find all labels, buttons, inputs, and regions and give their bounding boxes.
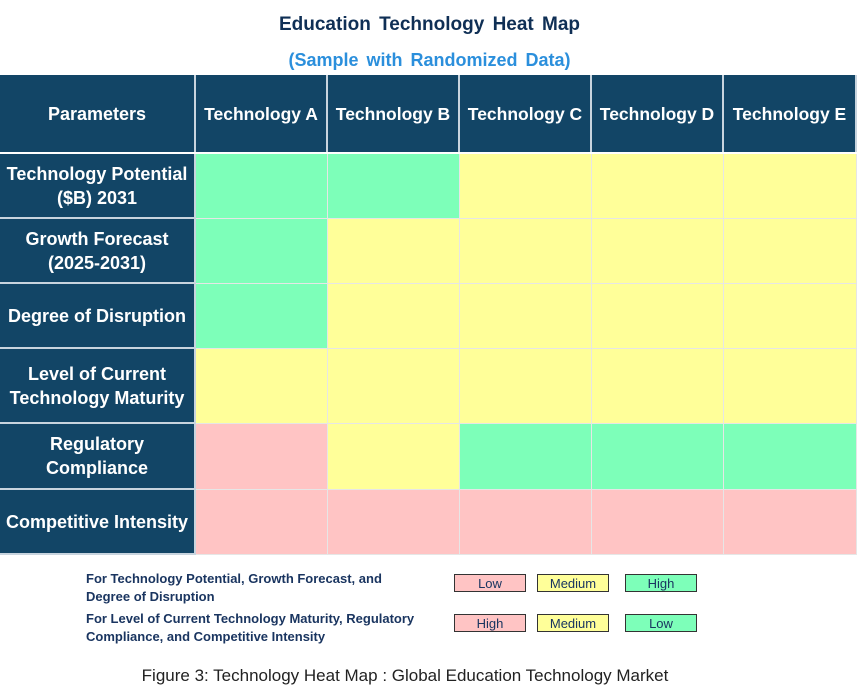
legend-swatch-medium: Medium <box>537 574 609 592</box>
heatmap-cell <box>460 349 592 424</box>
legend-swatch-high: High <box>454 614 526 632</box>
heatmap-cell <box>328 349 460 424</box>
heatmap-cell <box>196 424 328 490</box>
row-header: Growth Forecast (2025-2031) <box>0 219 196 284</box>
heatmap-cell <box>196 154 328 219</box>
chart-title: Education Technology Heat Map <box>278 14 581 35</box>
column-header: Technology A <box>196 75 328 152</box>
chart-subtitle: (Sample with Randomized Data) <box>288 50 571 70</box>
row-header: Regulatory Compliance <box>0 424 196 490</box>
legend-swatch-high: High <box>625 574 697 592</box>
row-header: Degree of Disruption <box>0 284 196 349</box>
column-header: Technology E <box>724 75 857 152</box>
legend-text: For Technology Potential, Growth Forecas… <box>86 571 382 604</box>
legend-text: For Level of Current Technology Maturity… <box>86 611 415 644</box>
row-header: Competitive Intensity <box>0 490 196 555</box>
heatmap-cell <box>460 284 592 349</box>
heatmap-cell <box>328 490 460 555</box>
legend-swatch-low: Low <box>625 614 697 632</box>
heatmap-cell <box>460 154 592 219</box>
column-header: Technology B <box>328 75 460 152</box>
heatmap-cell <box>460 490 592 555</box>
row-header: Level of Current Technology Maturity <box>0 349 196 424</box>
heatmap-cell <box>724 154 857 219</box>
heatmap-cell <box>460 424 592 490</box>
heatmap-cell <box>724 490 857 555</box>
heatmap-cell <box>460 219 592 284</box>
heatmap-cell <box>724 219 857 284</box>
heatmap-cell <box>196 284 328 349</box>
heatmap-cell <box>328 154 460 219</box>
row-header: Technology Potential ($B) 2031 <box>0 154 196 219</box>
figure-caption: Figure 3: Technology Heat Map : Global E… <box>141 666 669 685</box>
heatmap-cell <box>592 490 724 555</box>
heatmap-cell <box>724 284 857 349</box>
heatmap-cell <box>592 154 724 219</box>
heatmap-cell <box>592 284 724 349</box>
legend-swatch-medium: Medium <box>537 614 609 632</box>
heatmap-cell <box>328 424 460 490</box>
column-header: Technology D <box>592 75 724 152</box>
heatmap-cell <box>592 424 724 490</box>
heatmap-cell <box>724 349 857 424</box>
heatmap-cell <box>196 219 328 284</box>
heatmap-cell <box>196 349 328 424</box>
heatmap-cell <box>328 219 460 284</box>
column-header: Technology C <box>460 75 592 152</box>
heatmap-cell <box>328 284 460 349</box>
corner-header: Parameters <box>0 75 196 152</box>
heatmap-cell <box>724 424 857 490</box>
heatmap-cell <box>196 490 328 555</box>
legend-swatch-low: Low <box>454 574 526 592</box>
heatmap-cell <box>592 349 724 424</box>
heatmap-cell <box>592 219 724 284</box>
